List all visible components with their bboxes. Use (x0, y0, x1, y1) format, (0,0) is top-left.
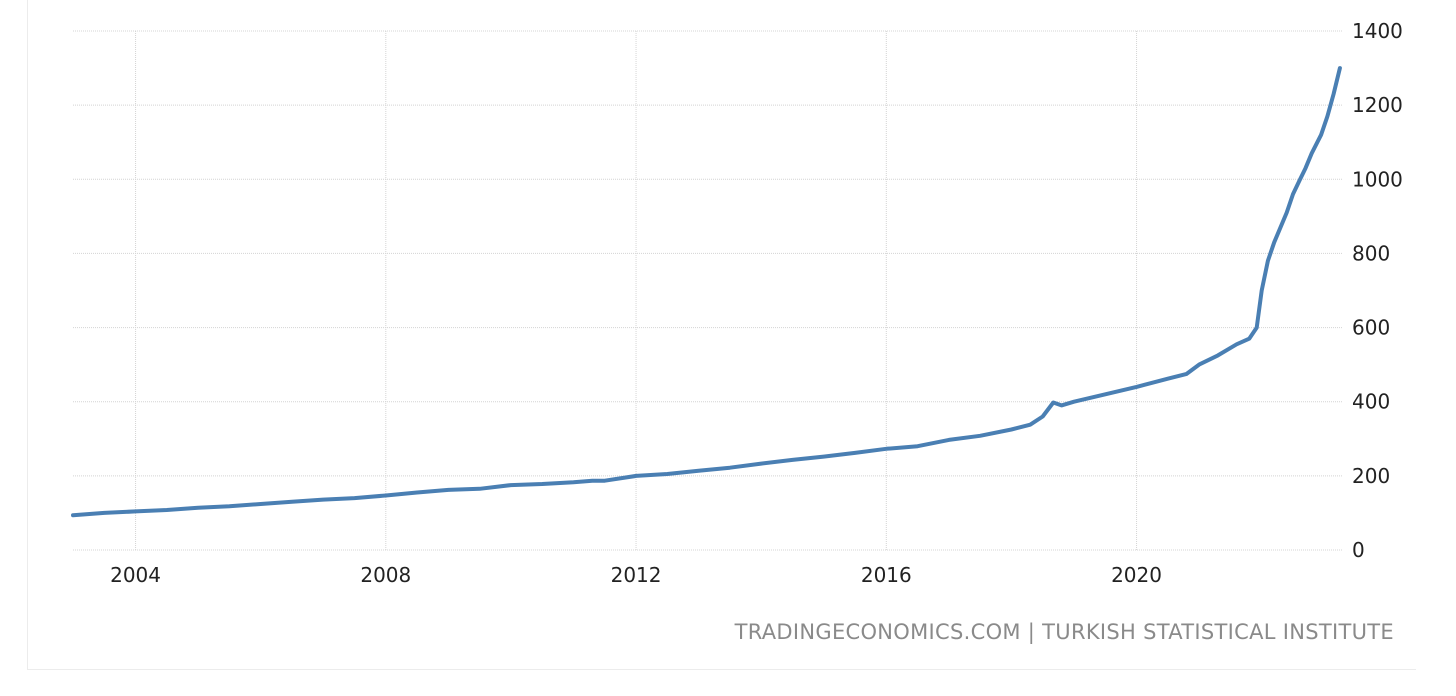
x-tick-label: 2012 (611, 563, 662, 587)
y-tick-label: 1000 (1352, 167, 1403, 191)
y-tick-label: 200 (1352, 464, 1390, 488)
y-tick-label: 400 (1352, 390, 1390, 414)
chart-frame: 0 200 400 600 800 1000 1200 1400 2004 2008 2012 201… (27, 0, 1416, 670)
x-tick-label: 2016 (861, 563, 912, 587)
y-tick-label: 1400 (1352, 19, 1403, 43)
series-line (71, 66, 1342, 518)
x-tick-label: 2004 (110, 563, 161, 587)
source-credit: TRADINGECONOMICS.COM | TURKISH STATISTIC… (734, 620, 1394, 644)
x-tick-label: 2020 (1111, 563, 1162, 587)
y-tick-label: 0 (1352, 538, 1365, 562)
y-tick-label: 800 (1352, 241, 1390, 265)
line-chart: 0 200 400 600 800 1000 1200 1400 2004 2008 2012 201… (71, 19, 1403, 587)
y-tick-label: 1200 (1352, 93, 1403, 117)
y-tick-label: 600 (1352, 316, 1390, 340)
x-tick-label: 2008 (360, 563, 411, 587)
